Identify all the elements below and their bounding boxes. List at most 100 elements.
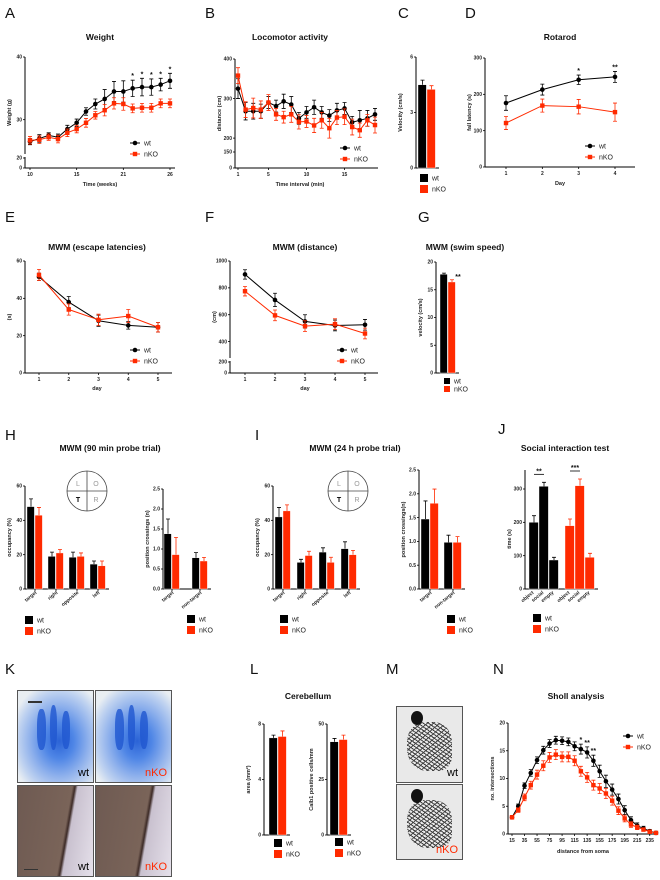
x-tick-label: 10 <box>27 172 33 178</box>
legend-label-nko: nKO <box>459 628 474 635</box>
data-point <box>102 96 107 102</box>
x-tick-label: 2 <box>67 377 70 383</box>
x-tick-label: 15 <box>342 172 348 178</box>
bar <box>282 510 291 590</box>
y-axis-label: position crossings(n) <box>401 501 407 557</box>
data-point <box>609 787 615 792</box>
significance-marker: * <box>580 737 583 744</box>
bar <box>338 739 348 836</box>
panel-letter-L: L <box>250 661 258 678</box>
chart-l2: 0 25 50 Calb1 positive cells/mm wt nKO <box>309 722 362 858</box>
series-wt <box>420 500 453 590</box>
legend-label-wt: wt <box>143 141 151 148</box>
y-tick-label: 0.0 <box>153 587 160 593</box>
error-bar <box>92 560 96 565</box>
data-point <box>342 114 347 119</box>
series-nko <box>34 507 106 590</box>
data-point <box>243 107 248 112</box>
data-point <box>158 101 163 106</box>
quadrant-label: R <box>93 497 98 504</box>
series-line <box>505 105 616 124</box>
bar <box>34 514 43 590</box>
chart-title: MWM (distance) <box>273 242 338 252</box>
series-nko <box>564 478 595 590</box>
bar <box>348 554 357 590</box>
y-axis-label: fall latency (s) <box>467 94 473 131</box>
y-tick-label: 8 <box>258 722 261 728</box>
y-tick-label: 300 <box>474 56 483 62</box>
y-tick-label: 40 <box>264 518 270 524</box>
error-bar <box>37 507 41 516</box>
data-point <box>102 108 107 113</box>
legend-label-wt: wt <box>431 176 439 183</box>
x-tick-label: 2 <box>274 377 277 383</box>
legend-marker-nko <box>132 358 138 364</box>
data-point <box>93 101 98 107</box>
series-wt <box>163 518 200 590</box>
data-point <box>327 126 332 131</box>
data-point <box>319 118 324 123</box>
data-point <box>96 317 101 322</box>
y-tick-label: 300 <box>224 96 233 102</box>
y-axis-label: no. intersections <box>490 756 496 800</box>
data-point <box>572 758 577 763</box>
x-tick-label: 5 <box>364 377 367 383</box>
legend-marker-wt <box>132 140 138 146</box>
data-point <box>149 84 154 90</box>
legend-marker-nko <box>342 156 348 162</box>
y-tick-label: 0.5 <box>409 563 416 569</box>
data-point <box>83 120 89 125</box>
data-point <box>126 313 131 319</box>
y-tick-label: 0 <box>519 587 522 593</box>
data-point <box>130 86 135 91</box>
y-tick-label: 20 <box>264 552 270 558</box>
y-tick-label: 0 <box>321 833 324 839</box>
chart-d: 0 100 200 300 fall latency (s) Rotarod 1 2 3 4 Day… <box>467 32 635 187</box>
purkinje-cell-nko: nKO <box>396 784 463 860</box>
legend-swatch-nko <box>533 625 541 633</box>
y-tick-label: 4 <box>258 777 261 783</box>
y-tick-label: 200 <box>514 520 523 526</box>
x-axis-label: distance from soma <box>557 849 610 855</box>
legend-marker-wt <box>132 347 138 353</box>
significance-marker: * <box>150 72 153 79</box>
panel-letter-F: F <box>205 209 214 226</box>
significance-marker: ** <box>584 740 590 747</box>
data-point <box>235 73 241 78</box>
data-point <box>251 105 256 111</box>
data-point <box>534 772 540 777</box>
legend-label-wt: wt <box>198 617 206 624</box>
legend-swatch-wt <box>274 839 282 847</box>
error-bar <box>420 79 425 85</box>
legend-label-nko: nKO <box>347 851 362 858</box>
data-point <box>503 100 509 106</box>
x-tick-label: 135 <box>583 838 592 844</box>
error-bar <box>271 734 276 738</box>
quadrant-label: R <box>354 497 359 504</box>
bar <box>326 562 335 590</box>
legend-marker-nko <box>625 744 631 750</box>
data-point <box>572 744 577 749</box>
series-nko <box>36 269 161 333</box>
y-tick-label: 1000 <box>216 259 227 265</box>
y-tick-label: 15 <box>427 287 433 293</box>
data-point <box>591 758 596 764</box>
y-axis-label: Calb1 positive cells/mm <box>309 748 315 810</box>
chart-title: Sholl analysis <box>548 691 605 701</box>
chart-i1: 0 20 40 60 occupancy (%) MWM (24 h probe tria… <box>255 443 401 635</box>
error-bar <box>321 547 325 553</box>
data-point <box>36 272 42 278</box>
x-tick-label: 2 <box>541 171 544 177</box>
data-point <box>27 138 33 143</box>
data-point <box>272 313 278 318</box>
data-point <box>357 128 362 133</box>
x-tick-label: 1 <box>505 171 508 177</box>
series-wt <box>528 481 559 590</box>
error-bar <box>532 515 536 523</box>
error-bar <box>194 552 198 558</box>
data-point <box>597 768 602 774</box>
data-point <box>522 783 527 789</box>
x-tick-label: opposite <box>60 590 80 608</box>
data-point <box>528 782 533 788</box>
bar <box>47 556 56 590</box>
